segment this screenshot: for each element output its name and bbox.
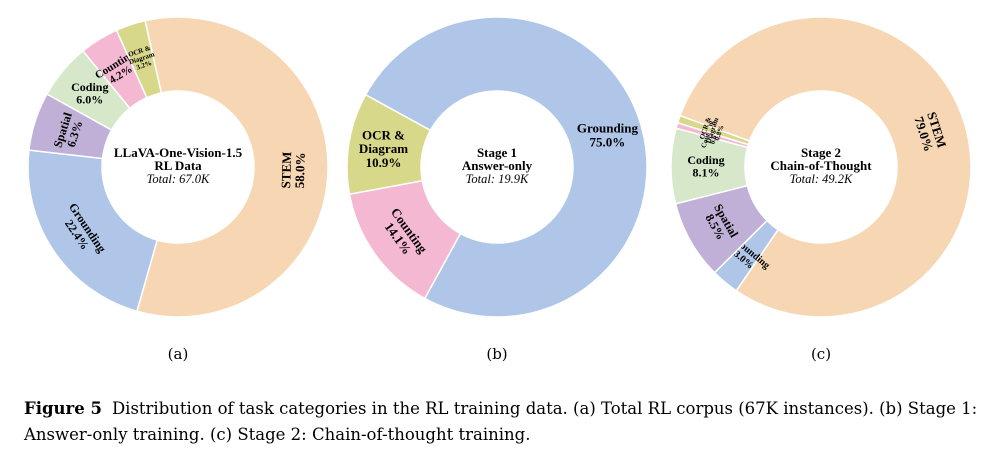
- slice-label-coding: Coding 8.1%: [687, 153, 724, 180]
- slice-grounding: [27, 149, 159, 313]
- slice-stem: [136, 16, 329, 318]
- slice-grounding: [364, 16, 648, 318]
- figure-caption: Figure 5 Distribution of task categories …: [24, 396, 986, 448]
- figure-number: Figure 5: [24, 399, 102, 418]
- slice-ocr-diagram: [115, 19, 163, 99]
- donut-chart-c: STEM79.0%Grounding3.0%Spatial8.5%Coding 8…: [670, 16, 972, 318]
- donut-chart-a: STEM58.0%Grounding22.4%Spatial6.3%Coding…: [27, 16, 329, 318]
- slice-label-grounding: Grounding 75.0%: [577, 121, 639, 150]
- caption-text: Distribution of task categories in the R…: [24, 399, 978, 444]
- donut-center-title: Stage 1 Answer-only Total: 19.9K: [462, 145, 533, 186]
- slice-ocr-diagram: [676, 114, 751, 146]
- slice-label-ocr-diagram: OCR & Diagram 10.9%: [359, 128, 408, 170]
- slice-label-coding: Coding 6.0%: [71, 80, 108, 107]
- donut-chart-b: Grounding 75.0%Counting14.1%OCR & Diagram 1…: [346, 16, 648, 318]
- slice-ocr-diagram: [346, 93, 432, 196]
- slice-label-stem: STEM58.0%: [278, 151, 308, 189]
- subfigure-label-c: (c): [810, 345, 832, 363]
- donut-center-title: Stage 2 Chain-of-Thought Total: 49.2K: [770, 145, 872, 186]
- donut-center-title: LLaVA-One-Vision-1.5 RL Data Total: 67.0K: [114, 145, 243, 186]
- donut-charts: STEM58.0%Grounding22.4%Spatial6.3%Coding…: [27, 16, 972, 318]
- subfigure-label-b: (b): [486, 345, 508, 363]
- subfigure-label-a: (a): [167, 345, 189, 363]
- slice-stem: [679, 16, 972, 318]
